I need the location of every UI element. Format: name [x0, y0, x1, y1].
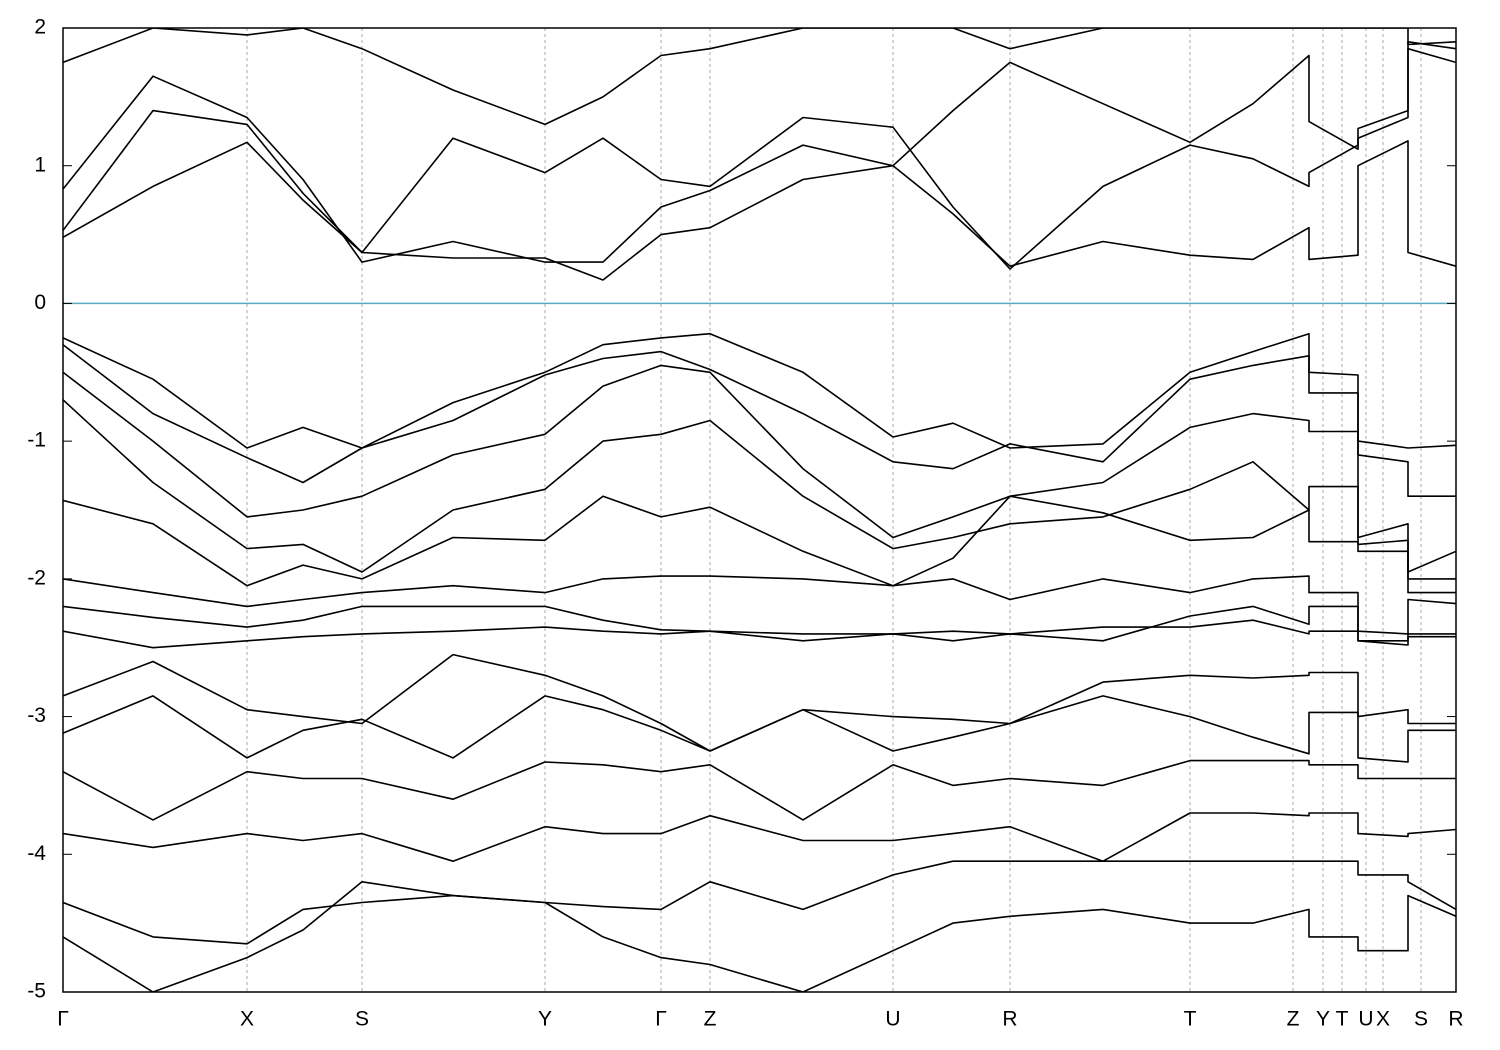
band-line: [63, 495, 1456, 594]
band-line: [63, 140, 1456, 281]
band-line: [63, 28, 1456, 126]
band-line: [63, 575, 1456, 642]
y-tick-label: 2: [34, 16, 46, 39]
band-line: [63, 812, 1456, 862]
x-tick-label: S: [355, 1008, 369, 1031]
x-tick-label: X: [240, 1008, 254, 1031]
x-tick-label: U: [885, 1008, 900, 1031]
grid: [62, 28, 1457, 992]
band-line: [63, 759, 1456, 821]
x-tick-label: X: [1376, 1008, 1390, 1031]
bands: [63, 28, 1456, 992]
band-line: [63, 605, 1456, 642]
x-tick-label: Z: [704, 1008, 717, 1031]
x-tick-label: U: [1358, 1008, 1373, 1031]
labels: 210-1-2-3-4-5Γ X S Y Γ Z U R T Z Y T U X S R: [27, 16, 1463, 1031]
x-tick-label: Γ: [57, 1008, 69, 1031]
band-line: [63, 619, 1456, 649]
x-tick-label: Y: [538, 1008, 552, 1031]
band-line: [63, 881, 1456, 992]
x-tick-label: Γ: [655, 1008, 667, 1031]
x-tick-label: T: [1184, 1008, 1197, 1031]
band-line: [63, 344, 1456, 497]
x-tick-label: R: [1448, 1008, 1463, 1031]
y-tick-label: -1: [27, 429, 46, 452]
x-tick-label: T: [1336, 1008, 1349, 1031]
band-line: [63, 41, 1456, 263]
y-tick-label: -4: [27, 842, 46, 865]
band-line: [63, 860, 1456, 945]
y-tick-label: -5: [27, 980, 46, 1003]
x-tick-label: S: [1414, 1008, 1428, 1031]
band-line: [63, 364, 1456, 573]
y-tick-label: 0: [34, 291, 46, 314]
band-line: [63, 332, 1456, 449]
y-tick-label: -2: [27, 566, 46, 589]
band-line: [63, 47, 1456, 270]
x-tick-label: Y: [1316, 1008, 1330, 1031]
y-tick-label: 1: [34, 153, 46, 176]
x-tick-label: R: [1002, 1008, 1017, 1031]
band-line: [63, 695, 1456, 763]
y-tick-label: -3: [27, 704, 46, 727]
band-line: [63, 399, 1456, 580]
x-tick-label: Z: [1287, 1008, 1300, 1031]
plot-frame: [62, 27, 1457, 993]
band-line: [63, 653, 1456, 752]
